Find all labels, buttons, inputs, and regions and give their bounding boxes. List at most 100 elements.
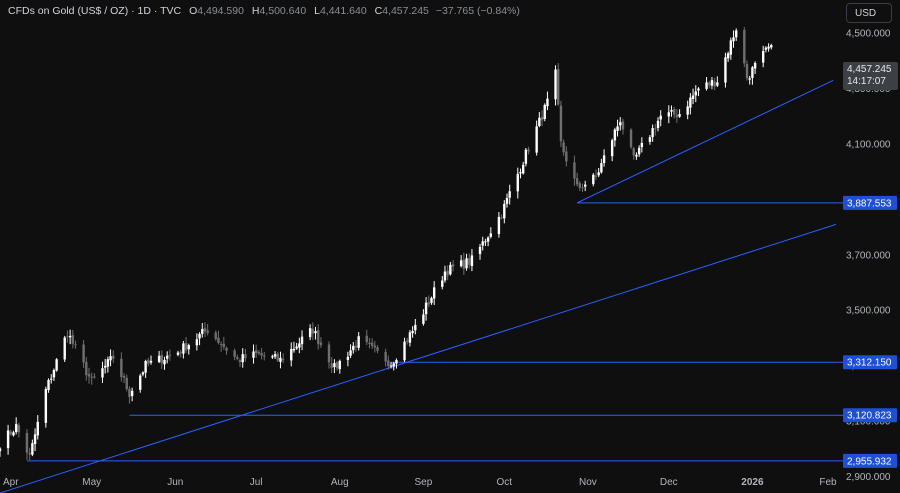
candle — [141, 371, 145, 377]
candle — [697, 87, 700, 97]
candle — [503, 200, 506, 224]
candle-body — [47, 379, 50, 391]
candle-body — [540, 116, 544, 121]
level-label-layer: 3,887.553 3,312.150 3,120.823 2,955.932 — [843, 195, 897, 468]
candle — [686, 100, 689, 120]
candle-body — [748, 78, 751, 80]
y-tick-label: 4,100.000 — [846, 140, 891, 151]
candle-body — [349, 350, 352, 356]
candle — [489, 227, 493, 239]
candle — [546, 91, 549, 111]
candle-body — [354, 345, 358, 348]
candle-body — [408, 332, 412, 343]
candle-body — [497, 216, 501, 234]
candle — [12, 430, 15, 437]
candle — [31, 439, 34, 457]
candle-body — [103, 365, 107, 368]
candle — [93, 373, 96, 379]
candle — [370, 338, 374, 349]
candle — [254, 344, 258, 358]
candle-body — [465, 258, 468, 269]
candle — [9, 429, 12, 436]
candle-body — [640, 142, 644, 148]
candle-body — [166, 355, 169, 359]
candle-body — [125, 377, 128, 390]
currency-button[interactable]: USD — [846, 3, 892, 23]
candle — [28, 447, 31, 461]
candle — [446, 265, 449, 281]
candle-body — [584, 184, 587, 187]
candle — [238, 358, 242, 368]
candle-body — [389, 365, 393, 367]
candle — [163, 356, 166, 370]
candle — [629, 128, 633, 150]
candle-body — [244, 354, 247, 359]
candle — [68, 329, 72, 345]
candle — [260, 348, 263, 360]
candle-body — [708, 82, 711, 86]
candle — [443, 265, 447, 283]
candle — [6, 424, 10, 455]
x-tick-label: Apr — [3, 477, 19, 488]
candle — [222, 336, 226, 350]
candle — [527, 146, 530, 155]
candle-body — [300, 336, 304, 345]
candle — [330, 356, 333, 374]
candle — [667, 105, 670, 124]
candle-body — [573, 162, 576, 179]
candle-body — [672, 108, 676, 115]
candle-body — [101, 368, 104, 378]
candle-body — [724, 57, 727, 83]
candle-body — [179, 352, 182, 354]
candle-body — [705, 82, 708, 89]
candle — [753, 61, 757, 74]
candle-body — [168, 354, 172, 356]
level-label-box — [843, 355, 897, 370]
candle — [236, 354, 239, 361]
candle — [298, 337, 301, 354]
candle-body — [751, 67, 754, 78]
candle — [422, 309, 425, 326]
candle — [735, 28, 738, 41]
candle-body — [508, 191, 511, 198]
candle — [484, 238, 487, 247]
candle-body — [632, 148, 635, 156]
candle — [66, 330, 69, 343]
candle-body — [66, 336, 69, 338]
candle — [403, 337, 406, 363]
candle — [651, 124, 654, 142]
candle-body — [446, 270, 449, 276]
candle-body — [602, 155, 606, 163]
candle — [47, 378, 50, 393]
candle-body — [430, 297, 433, 304]
open-label: O — [189, 5, 198, 17]
interval[interactable]: 1D — [137, 5, 151, 17]
symbol-name[interactable]: CFDs on Gold (US$ / OZ) — [8, 5, 129, 17]
trendline-layer — [0, 79, 837, 493]
candle — [761, 45, 765, 68]
candle — [554, 65, 557, 106]
candle — [308, 324, 312, 341]
candle — [710, 77, 714, 90]
candle — [432, 281, 436, 306]
high-label: H — [251, 5, 260, 17]
candle — [314, 326, 317, 340]
candle — [14, 417, 18, 435]
level-label-box — [843, 408, 897, 423]
candle-body — [592, 174, 595, 185]
candle-body — [6, 430, 10, 449]
candle — [101, 361, 104, 383]
candle-body — [651, 128, 654, 138]
candle — [187, 343, 190, 355]
candle — [263, 351, 266, 361]
candle — [732, 30, 735, 48]
candle-body — [562, 142, 565, 153]
candle — [198, 332, 201, 346]
candle — [338, 359, 341, 374]
low-label: L — [314, 5, 320, 17]
candle-body — [346, 356, 350, 360]
candle-body — [233, 350, 236, 357]
candle-body — [678, 114, 681, 117]
candle-body — [427, 302, 430, 305]
